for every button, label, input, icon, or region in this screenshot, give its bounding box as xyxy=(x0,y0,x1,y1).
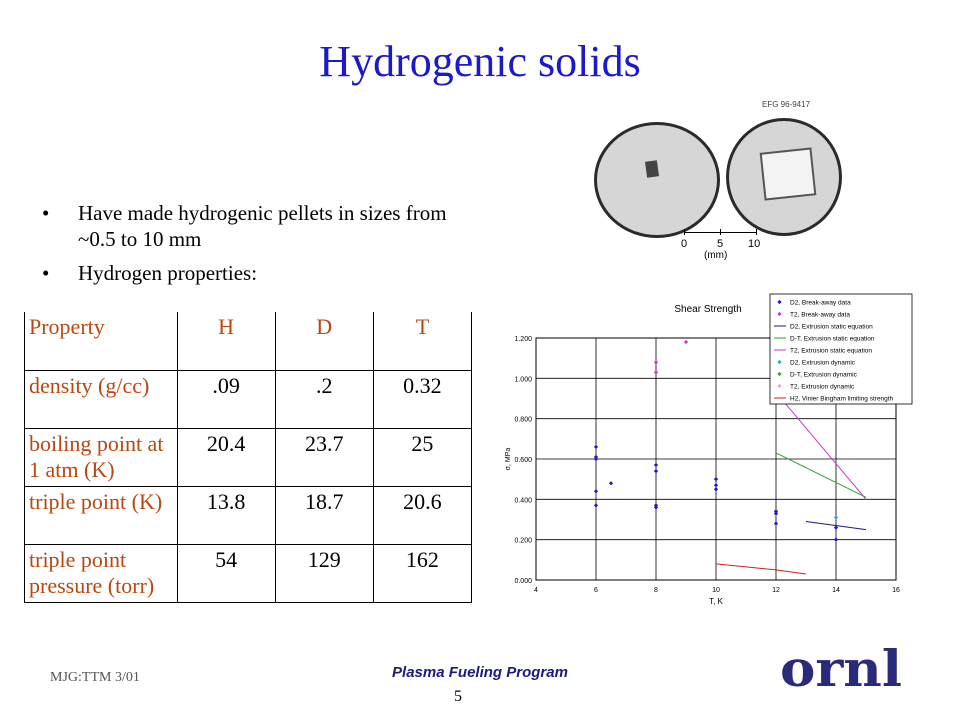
ornl-logo: ornl xyxy=(780,640,902,696)
table-cell: triple point (K) xyxy=(24,485,178,545)
bullet-dot-icon: • xyxy=(42,261,50,285)
x-tick-label: 12 xyxy=(772,587,780,594)
footer-program: Plasma Fueling Program xyxy=(392,664,568,681)
bullet-item: • Have made hydrogenic pellets in sizes … xyxy=(42,200,472,252)
legend-label: D-T, Extrusion dynamic xyxy=(790,372,858,379)
y-tick-label: 0.000 xyxy=(514,578,532,585)
legend-label: T2, Extrusion dynamic xyxy=(790,384,855,391)
y-tick-label: 0.600 xyxy=(514,457,532,464)
x-axis-label: T, K xyxy=(709,597,723,606)
y-axis-label: σ, MPa xyxy=(505,448,512,471)
y-tick-label: 1.000 xyxy=(514,376,532,383)
x-tick-label: 6 xyxy=(594,587,598,594)
table-cell: triple point pressure (torr) xyxy=(24,543,178,603)
ornl-logo-wordmark: ornl xyxy=(780,640,902,696)
y-tick-label: 0.400 xyxy=(514,497,532,504)
table-cell: 23.7 xyxy=(274,427,374,487)
legend-label: T2, Extrusion static equation xyxy=(790,348,872,355)
table-cell: density (g/cc) xyxy=(24,369,178,429)
table-cell: boiling point at 1 atm (K) xyxy=(24,427,178,487)
data-point xyxy=(653,360,659,365)
x-tick-label: 10 xyxy=(712,587,720,594)
data-point xyxy=(608,481,614,486)
table-cell: 13.8 xyxy=(176,485,276,545)
bullet-text: Hydrogen properties: xyxy=(78,261,258,285)
x-tick-label: 16 xyxy=(892,587,900,594)
shear-strength-chart: 0.000 0.200 0.400 0.600 0.800 1.000 1.200 4 6 8 10… xyxy=(505,293,913,606)
table-cell: 0.32 xyxy=(372,369,473,429)
x-tick-label: 14 xyxy=(832,587,840,594)
table-cell: 54 xyxy=(176,543,276,603)
scale-tick-label: 10 xyxy=(748,238,761,250)
table-row: triple point (K) 13.8 18.7 20.6 xyxy=(24,485,473,545)
data-point xyxy=(713,483,719,488)
bullet-text: Have made hydrogenic pellets in sizes fr… xyxy=(78,201,447,251)
series-line xyxy=(805,521,867,531)
bullet-dot-icon: • xyxy=(42,201,50,225)
table-row: boiling point at 1 atm (K) 20.4 23.7 25 xyxy=(24,427,473,487)
series-line xyxy=(775,392,867,500)
legend-label: D2, Extrusion dynamic xyxy=(790,360,856,367)
large-pellet xyxy=(759,147,817,201)
scale-tick-label: 5 xyxy=(717,238,724,250)
table-row: density (g/cc) .09 .2 0.32 xyxy=(24,369,473,429)
legend-label: D-T, Extrusion static equation xyxy=(790,336,875,343)
table-cell: 20.6 xyxy=(372,485,473,545)
footer-author-date: MJG:TTM 3/01 xyxy=(50,670,140,685)
legend-label: D2, Extrusion static equation xyxy=(790,324,873,331)
table-cell: 162 xyxy=(372,543,473,603)
data-point xyxy=(713,477,719,482)
page-number: 5 xyxy=(454,688,462,705)
legend-label: D2, Break-away data xyxy=(790,300,851,307)
chart-title: Shear Strength xyxy=(674,304,741,315)
small-pellet xyxy=(644,160,660,178)
properties-table: Property H D T density (g/cc) .09 .2 0.3… xyxy=(24,312,473,603)
table-cell: 20.4 xyxy=(176,427,276,487)
series-line xyxy=(775,452,867,498)
column-header: Property xyxy=(24,312,178,371)
bullet-list: • Have made hydrogenic pellets in sizes … xyxy=(42,200,472,294)
y-tick-label: 1.200 xyxy=(514,336,532,343)
table-cell: .2 xyxy=(274,369,374,429)
scale-unit: (mm) xyxy=(704,250,728,261)
legend-label: H2, Vinier Bingham limiting strength xyxy=(790,396,894,403)
column-header: T xyxy=(372,312,473,371)
table-header-row: Property H D T xyxy=(24,312,473,371)
x-tick-label: 8 xyxy=(654,587,658,594)
chart-legend xyxy=(769,293,913,405)
legend-label: T2, Break-away data xyxy=(790,312,850,319)
photo-code: EFG 96-9417 xyxy=(762,100,811,109)
column-header: H xyxy=(176,312,276,371)
scale-tick-label: 0 xyxy=(681,238,688,250)
table-cell: .09 xyxy=(176,369,276,429)
y-tick-label: 0.800 xyxy=(514,417,532,424)
y-tick-label: 0.200 xyxy=(514,538,532,545)
x-tick-label: 4 xyxy=(534,587,538,594)
series-line xyxy=(715,563,807,575)
column-header: D xyxy=(274,312,374,371)
table-cell: 25 xyxy=(372,427,473,487)
table-cell: 129 xyxy=(274,543,374,603)
table-cell: 18.7 xyxy=(274,485,374,545)
data-point xyxy=(653,462,659,468)
table-row: triple point pressure (torr) 54 129 162 xyxy=(24,543,473,603)
small-pellet-photo xyxy=(594,122,720,238)
slide-title: Hydrogenic solids xyxy=(319,37,641,86)
bullet-item: • Hydrogen properties: xyxy=(42,260,472,286)
